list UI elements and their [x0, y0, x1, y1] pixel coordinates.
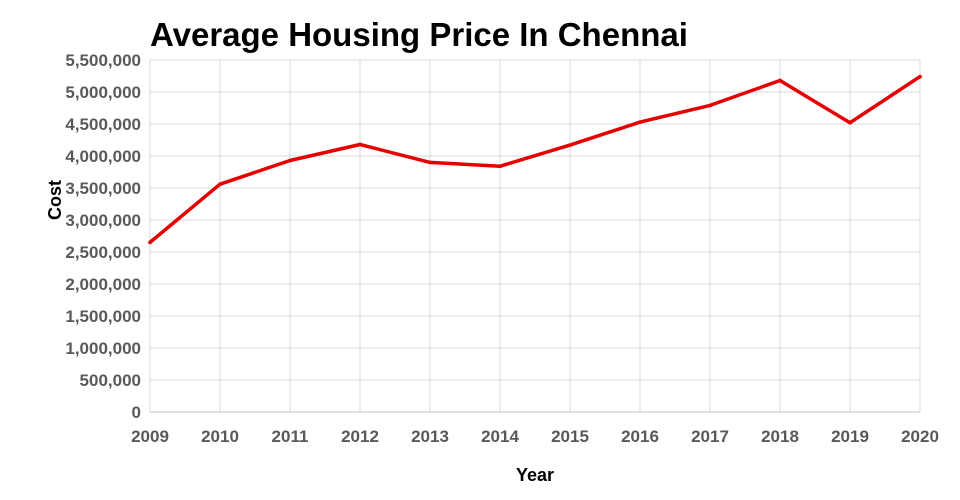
x-tick-label: 2011: [272, 427, 309, 446]
series-layer: [148, 74, 922, 245]
y-tick-label: 5,500,000: [65, 51, 141, 70]
x-tick-label: 2020: [901, 427, 939, 446]
chart-title: Average Housing Price In Chennai: [150, 16, 688, 53]
y-tick-label: 1,000,000: [65, 339, 141, 358]
y-tick-label: 3,500,000: [65, 179, 141, 198]
data-point: [498, 164, 502, 169]
x-tick-label: 2018: [761, 427, 799, 446]
data-point: [778, 78, 782, 83]
data-point: [428, 160, 432, 165]
y-tick-label: 1,500,000: [65, 307, 141, 326]
series-line: [148, 74, 922, 245]
x-tick-label: 2016: [621, 427, 659, 446]
x-tick-label: 2012: [341, 427, 379, 446]
data-point: [358, 142, 362, 147]
y-tick-label: 4,000,000: [65, 147, 141, 166]
y-tick-label: 3,000,000: [65, 211, 141, 230]
y-tick-label: 2,000,000: [65, 275, 141, 294]
y-tick-label: 2,500,000: [65, 243, 141, 262]
x-tick-label: 2019: [831, 427, 869, 446]
y-tick-label: 5,000,000: [65, 83, 141, 102]
x-tick-label: 2010: [201, 427, 239, 446]
y-axis-title: Cost: [45, 180, 65, 220]
data-point: [288, 158, 292, 163]
y-tick-label: 0: [132, 403, 141, 422]
x-tick-label: 2009: [131, 427, 169, 446]
data-point: [568, 143, 572, 147]
y-tick-label: 4,500,000: [65, 115, 141, 134]
x-tick-labels: 2009 2010 2011 2012 2013 2014 2015 2016 2017 2018…: [131, 427, 939, 446]
x-tick-label: 2017: [691, 427, 729, 446]
data-point: [918, 74, 922, 79]
data-point: [708, 103, 712, 108]
y-tick-labels: 0 500,000 1,000,000 1,500,000 2,000,000 2,500…: [65, 51, 141, 422]
data-point: [218, 182, 222, 186]
data-point: [148, 240, 152, 245]
data-point: [638, 120, 642, 124]
y-tick-label: 500,000: [80, 371, 141, 390]
x-tick-label: 2013: [411, 427, 449, 446]
x-tick-label: 2015: [551, 427, 589, 446]
data-point: [848, 120, 852, 125]
grid-lines: [149, 59, 921, 413]
x-tick-label: 2014: [481, 427, 519, 446]
x-axis-title: Year: [516, 465, 554, 485]
